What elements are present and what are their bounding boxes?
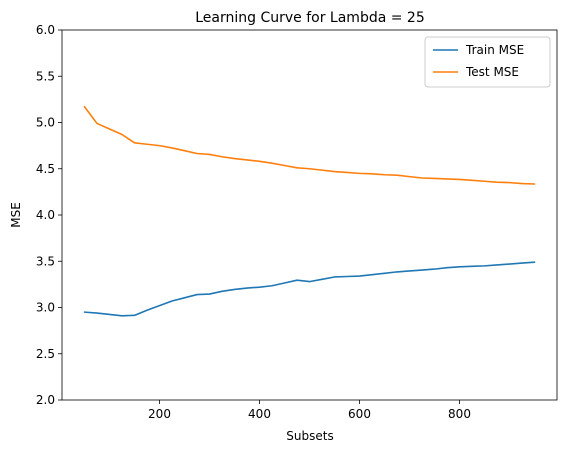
x-axis-label: Subsets: [286, 429, 333, 443]
x-tick-label: 200: [148, 407, 171, 421]
y-tick-label: 3.0: [36, 301, 55, 315]
y-tick-label: 2.5: [36, 347, 55, 361]
y-tick-label: 5.0: [36, 116, 55, 130]
y-tick-label: 5.5: [36, 69, 55, 83]
y-tick-label: 4.0: [36, 208, 55, 222]
y-tick-label: 3.5: [36, 254, 55, 268]
y-tick-label: 4.5: [36, 162, 55, 176]
legend-label: Train MSE: [465, 43, 524, 57]
series-line-train-mse: [83, 261, 536, 317]
y-axis-ticks: 2.0 2.5 3.0 3.5 4.0 4.5 5.0 5.5 6.0: [36, 23, 62, 407]
x-tick-label: 400: [248, 407, 271, 421]
series-layer: [83, 105, 536, 317]
series-line-test-mse: [83, 105, 536, 185]
legend: Train MSE Test MSE: [424, 36, 551, 88]
y-tick-label: 2.0: [36, 393, 55, 407]
legend-label: Test MSE: [465, 65, 519, 79]
y-tick-label: 6.0: [36, 23, 55, 37]
x-tick-label: 600: [348, 407, 371, 421]
y-axis-label: MSE: [9, 202, 23, 228]
chart-title: Learning Curve for Lambda = 25: [195, 10, 425, 26]
x-tick-label: 800: [448, 407, 471, 421]
x-axis-ticks: 200 400 600 800: [148, 400, 471, 421]
